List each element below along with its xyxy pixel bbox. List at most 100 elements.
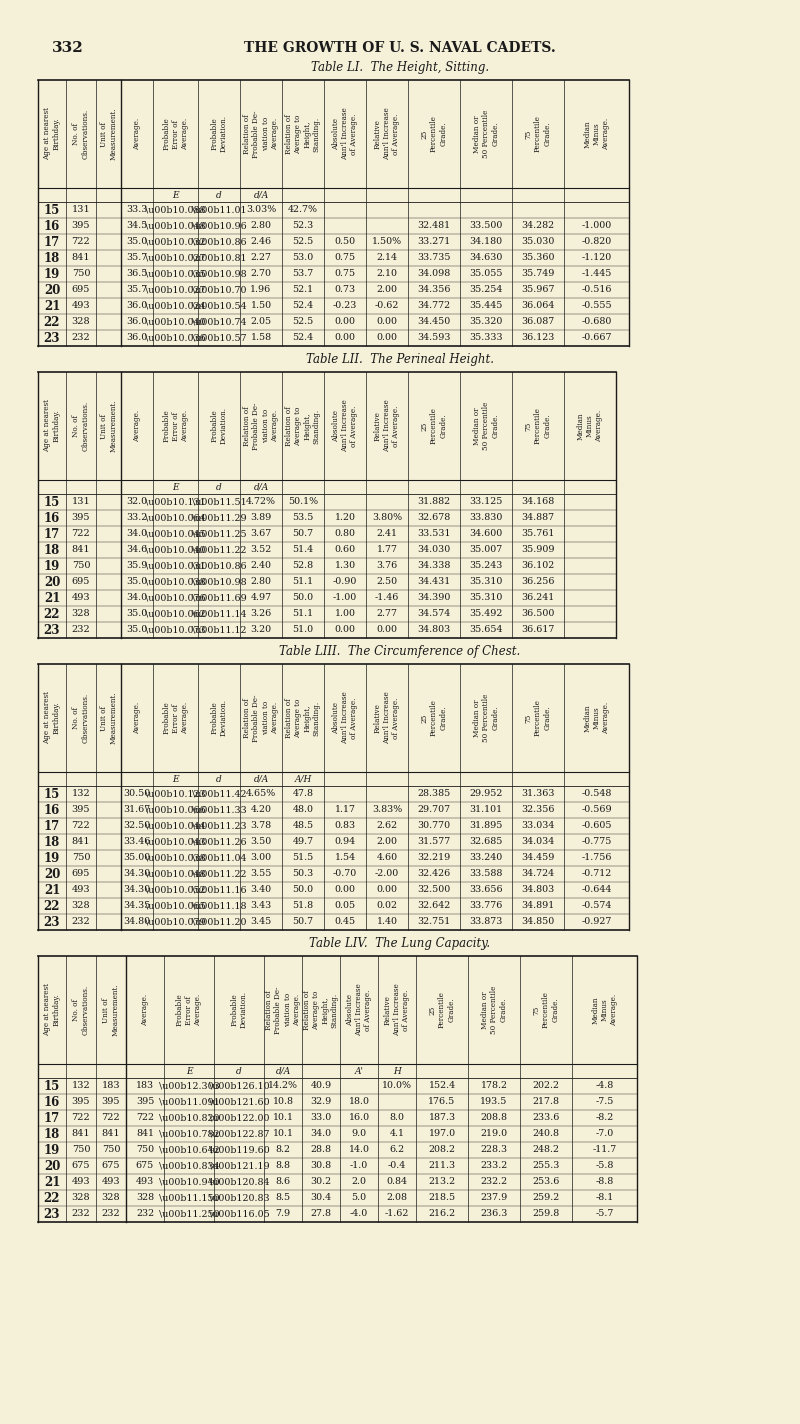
Text: No. of
Observations.: No. of Observations. (73, 402, 90, 451)
Text: 34.0: 34.0 (126, 530, 147, 538)
Text: 34.35: 34.35 (123, 901, 150, 910)
Text: 0.45: 0.45 (334, 917, 355, 927)
Text: 52.4: 52.4 (293, 333, 314, 343)
Text: 51.4: 51.4 (293, 545, 314, 554)
Text: \u00b10.040: \u00b10.040 (146, 545, 206, 554)
Text: -1.46: -1.46 (375, 594, 399, 602)
Text: 34.80: 34.80 (123, 917, 150, 927)
Text: \u00b11.23: \u00b11.23 (192, 822, 246, 830)
Text: 176.5: 176.5 (428, 1098, 456, 1106)
Text: 34.887: 34.887 (522, 514, 554, 523)
Text: 197.0: 197.0 (429, 1129, 455, 1139)
Text: 248.2: 248.2 (533, 1145, 559, 1155)
Text: 233.2: 233.2 (480, 1162, 508, 1171)
Text: 33.656: 33.656 (469, 886, 503, 894)
Text: 15: 15 (44, 787, 60, 800)
Text: 132: 132 (72, 1081, 90, 1091)
Text: 10.8: 10.8 (273, 1098, 294, 1106)
Text: 695: 695 (72, 870, 90, 879)
Text: 695: 695 (72, 578, 90, 587)
Text: \u00b121.60: \u00b121.60 (209, 1098, 270, 1106)
Text: -0.555: -0.555 (581, 302, 612, 310)
Text: 20: 20 (44, 283, 60, 296)
Text: 8.2: 8.2 (275, 1145, 290, 1155)
Text: 35.7: 35.7 (126, 285, 148, 295)
Text: -8.1: -8.1 (595, 1193, 614, 1202)
Text: 10.1: 10.1 (273, 1129, 294, 1139)
Text: Unit of
Measurement.: Unit of Measurement. (102, 984, 120, 1037)
Text: 33.588: 33.588 (470, 870, 502, 879)
Text: 841: 841 (102, 1129, 120, 1139)
Text: 49.7: 49.7 (293, 837, 314, 846)
Text: \u00b11.20: \u00b11.20 (192, 917, 246, 927)
Text: Relation of
Probable De-
viation to
Average.: Relation of Probable De- viation to Aver… (243, 402, 279, 450)
Text: 34.450: 34.450 (418, 318, 450, 326)
Text: \u00b11.14: \u00b11.14 (192, 609, 246, 618)
Text: 750: 750 (136, 1145, 154, 1155)
Text: No. of
Observations.: No. of Observations. (73, 693, 90, 743)
Text: -5.8: -5.8 (595, 1162, 614, 1171)
Text: 841: 841 (136, 1129, 154, 1139)
Text: 30.50: 30.50 (123, 789, 150, 799)
Text: 328: 328 (72, 318, 90, 326)
Text: 2.05: 2.05 (250, 318, 271, 326)
Text: 232: 232 (72, 625, 90, 635)
Text: \u00b10.043: \u00b10.043 (145, 837, 206, 846)
Text: 3.80%: 3.80% (372, 514, 402, 523)
Text: \u00b10.038: \u00b10.038 (145, 578, 206, 587)
Text: 36.500: 36.500 (522, 609, 554, 618)
Text: \u00b10.123: \u00b10.123 (145, 789, 206, 799)
Text: 0.00: 0.00 (377, 886, 398, 894)
Text: 17: 17 (44, 527, 60, 541)
Text: 0.00: 0.00 (377, 318, 398, 326)
Text: 36.0: 36.0 (126, 302, 148, 310)
Text: \u00b10.064: \u00b10.064 (145, 514, 206, 523)
Text: \u00b10.70: \u00b10.70 (192, 285, 246, 295)
Text: 33.271: 33.271 (418, 238, 450, 246)
Text: 75
Percentile
Grade.: 75 Percentile Grade. (533, 991, 559, 1028)
Text: -1.756: -1.756 (582, 853, 612, 863)
Text: 22: 22 (44, 608, 60, 621)
Text: 33.46: 33.46 (123, 837, 150, 846)
Text: Age at nearest
Birthday.: Age at nearest Birthday. (43, 400, 61, 453)
Text: -0.644: -0.644 (582, 886, 612, 894)
Text: 675: 675 (72, 1162, 90, 1171)
Text: 34.574: 34.574 (418, 609, 450, 618)
Text: 51.1: 51.1 (293, 609, 314, 618)
Text: 0.94: 0.94 (334, 837, 355, 846)
Text: 35.0: 35.0 (126, 578, 148, 587)
Text: 232: 232 (72, 333, 90, 343)
Text: 35.749: 35.749 (522, 269, 554, 279)
Text: 255.3: 255.3 (532, 1162, 560, 1171)
Text: Probable
Error of
Average.: Probable Error of Average. (162, 702, 189, 735)
Text: 52.5: 52.5 (292, 238, 314, 246)
Text: Probable
Deviation.: Probable Deviation. (210, 699, 227, 736)
Text: -0.62: -0.62 (375, 302, 399, 310)
Text: THE GROWTH OF U. S. NAVAL CADETS.: THE GROWTH OF U. S. NAVAL CADETS. (244, 41, 556, 56)
Text: 219.0: 219.0 (481, 1129, 507, 1139)
Text: 8.6: 8.6 (275, 1178, 290, 1186)
Text: Unit of
Measurement.: Unit of Measurement. (100, 400, 117, 453)
Text: 0.84: 0.84 (386, 1178, 407, 1186)
Text: \u00b10.032: \u00b10.032 (145, 238, 206, 246)
Text: \u00b11.33: \u00b11.33 (192, 806, 246, 815)
Text: 722: 722 (102, 1114, 120, 1122)
Text: 17: 17 (44, 819, 60, 833)
Text: H: H (393, 1067, 401, 1075)
Text: 34.459: 34.459 (522, 853, 554, 863)
Text: Probable
Error of
Average.: Probable Error of Average. (176, 994, 202, 1027)
Text: \u00b119.60: \u00b119.60 (209, 1145, 270, 1155)
Text: \u00b10.073: \u00b10.073 (145, 625, 206, 635)
Text: 18: 18 (44, 1128, 60, 1141)
Text: 208.8: 208.8 (481, 1114, 507, 1122)
Text: 30.4: 30.4 (310, 1193, 331, 1202)
Text: 75
Percentile
Grade.: 75 Percentile Grade. (525, 115, 551, 152)
Text: 36.256: 36.256 (522, 578, 554, 587)
Text: \u00b126.10: \u00b126.10 (209, 1081, 270, 1091)
Text: A': A' (354, 1067, 363, 1075)
Text: 9.0: 9.0 (351, 1129, 366, 1139)
Text: d: d (236, 1067, 242, 1075)
Text: 53.7: 53.7 (292, 269, 314, 279)
Text: 27.8: 27.8 (310, 1209, 331, 1219)
Text: 36.102: 36.102 (522, 561, 554, 571)
